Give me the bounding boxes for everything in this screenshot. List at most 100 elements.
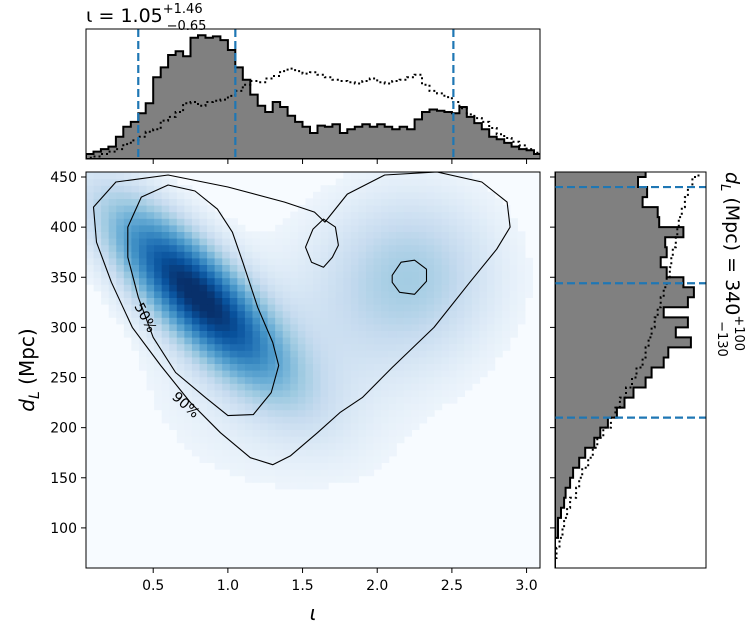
density-cell [305,356,314,364]
density-cell [365,416,375,424]
density-cell [86,264,95,272]
density-cell [252,238,261,246]
density-cell [343,416,352,424]
density-cell [267,462,276,470]
density-cell [161,271,170,279]
density-cell [176,244,185,252]
density-cell [237,350,246,358]
density-cell [260,469,269,477]
density-cell [426,330,435,338]
density-cell [426,238,435,246]
density-cell [524,284,534,292]
density-cell [328,449,337,457]
density-cell [154,330,163,338]
density-cell [388,330,397,338]
density-cell [222,231,231,239]
density-cell [237,389,246,397]
density-cell [169,198,178,206]
density-cell [282,244,291,252]
density-cell [154,297,163,305]
density-cell [411,231,420,239]
density-cell [479,330,488,338]
density-cell [464,356,473,364]
density-cell [509,284,518,292]
density-cell [146,277,155,285]
density-cell [275,436,284,444]
density-cell [176,350,185,358]
density-cell [388,429,397,437]
density-cell [471,297,481,305]
density-cell [381,304,390,312]
density-cell [222,238,231,246]
density-cell [388,323,397,331]
density-cell [426,323,435,331]
density-cell [161,251,170,259]
density-cell [244,284,254,292]
density-cell [297,218,307,226]
density-cell [350,442,359,450]
density-cell [86,271,95,279]
density-cell [237,469,246,477]
density-cell [229,337,238,345]
density-cell [396,231,405,239]
density-cell [290,475,299,483]
density-cell [199,370,208,378]
density-cell [373,211,382,219]
density-cell [358,251,367,259]
density-cell [161,304,170,312]
density-cell [426,284,435,292]
density-cell [373,323,382,331]
density-cell [388,211,397,219]
density-cell [123,198,132,206]
density-cell [252,396,261,404]
density-cell [441,323,450,331]
density-cell [260,403,269,411]
density-cell [320,337,329,345]
density-cell [237,422,246,430]
density-cell [161,297,170,305]
density-cell [479,264,488,272]
density-cell [290,455,299,463]
density-cell [464,297,473,305]
density-cell [101,264,110,272]
density-cell [418,224,428,232]
density-cell [207,231,216,239]
density-cell [161,185,170,193]
density-cell [199,416,208,424]
density-cell [176,416,185,424]
density-cell [116,191,125,199]
density-cell [358,383,367,391]
density-cell [350,172,359,180]
density-cell [426,244,435,252]
density-cell [411,191,420,199]
density-cell [275,389,284,397]
density-cell [101,297,110,305]
density-cell [108,224,117,232]
density-cell [108,310,117,318]
density-cell [191,231,201,239]
density-cell [305,469,314,477]
density-cell [479,191,488,199]
density-cell [396,436,405,444]
density-cell [222,323,231,331]
density-cell [456,304,465,312]
density-cell [494,271,503,279]
density-cell [343,297,352,305]
density-cell [199,271,208,279]
density-cell [138,330,148,338]
density-cell [214,271,223,279]
density-cell [365,422,375,430]
density-cell [207,416,216,424]
density-cell [343,442,352,450]
density-cell [418,363,428,371]
density-cell [161,218,170,226]
density-cell [176,290,185,298]
density-cell [267,389,276,397]
density-cell [297,211,307,219]
density-cell [524,271,534,279]
density-cell [358,343,367,351]
density-cell [464,323,473,331]
density-cell [93,224,102,232]
density-cell [191,449,201,457]
density-cell [123,264,132,272]
